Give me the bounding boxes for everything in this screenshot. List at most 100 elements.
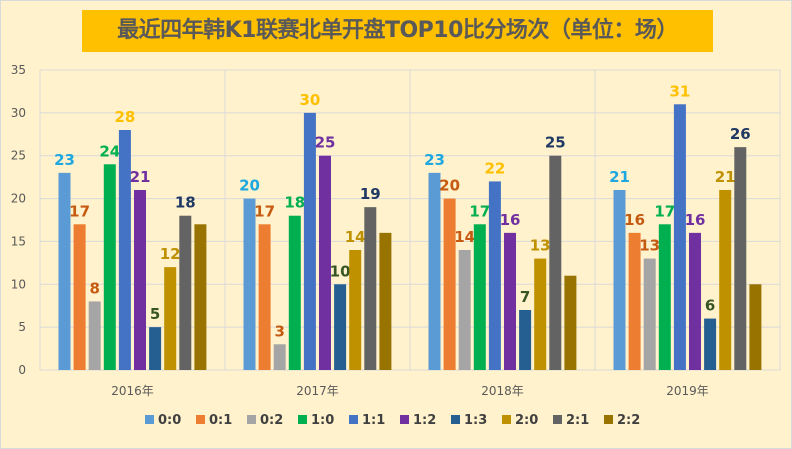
bar-1-2 — [689, 232, 701, 370]
data-label: 12 — [160, 245, 181, 263]
bar-2-1 — [364, 207, 377, 370]
bar-2-0 — [719, 190, 732, 370]
data-label: 25 — [545, 134, 566, 152]
data-label: 19 — [360, 185, 381, 203]
bar-1-3 — [704, 318, 717, 370]
bar-2-0 — [349, 250, 362, 370]
bar-1-1 — [488, 181, 501, 370]
legend-label: 0:0 — [158, 413, 181, 428]
data-label: 10 — [330, 262, 351, 280]
data-label: 21 — [715, 168, 736, 186]
bar-1-0 — [103, 164, 116, 370]
bar-1-2 — [134, 190, 146, 370]
bar-1-1 — [673, 104, 686, 371]
legend-swatch — [298, 415, 307, 424]
bar-0-2 — [88, 301, 101, 370]
chart-title: 最近四年韩K1联赛北单开盘TOP10比分场次（单位：场） — [82, 10, 713, 52]
data-label: 14 — [454, 228, 475, 246]
y-tick-label: 15 — [11, 234, 26, 248]
data-label: 8 — [89, 279, 99, 297]
x-tick-label: 2017年 — [296, 384, 339, 398]
x-tick-label: 2018年 — [481, 384, 524, 398]
bar-2-1 — [549, 155, 562, 370]
data-label: 5 — [150, 305, 160, 323]
bar-2-0 — [164, 267, 177, 370]
bar-2-2 — [564, 275, 577, 370]
bar-0-0 — [613, 190, 626, 370]
data-label: 16 — [685, 211, 706, 229]
x-tick-label: 2016年 — [111, 384, 154, 398]
legend-swatch — [349, 415, 358, 424]
bar-1-0 — [288, 215, 301, 370]
data-label: 13 — [639, 237, 660, 255]
legend-label: 0:2 — [260, 413, 283, 428]
data-label: 25 — [315, 134, 336, 152]
y-tick-label: 25 — [11, 149, 26, 163]
bar-0-0 — [243, 198, 256, 370]
bar-2-2 — [194, 224, 207, 370]
legend-label: 1:1 — [362, 413, 385, 428]
data-label: 21 — [130, 168, 151, 186]
y-tick-label: 0 — [18, 363, 26, 377]
data-label: 13 — [530, 237, 551, 255]
bar-2-1 — [734, 147, 747, 370]
data-label: 24 — [99, 142, 120, 160]
bar-1-2 — [319, 155, 331, 370]
legend-label: 1:0 — [311, 413, 334, 428]
data-label: 31 — [669, 82, 690, 100]
bar-0-2 — [458, 250, 471, 370]
bar-0-0 — [58, 172, 71, 370]
bar-2-1 — [179, 215, 192, 370]
y-tick-label: 30 — [11, 106, 26, 120]
legend-swatch — [400, 415, 409, 424]
legend-label: 1:2 — [413, 413, 436, 428]
data-label: 20 — [439, 177, 460, 195]
data-label: 23 — [424, 151, 445, 169]
bar-0-1 — [443, 198, 456, 370]
data-label: 18 — [284, 194, 305, 212]
bar-1-1 — [303, 112, 316, 370]
bar-0-0 — [428, 172, 441, 370]
legend-label: 0:1 — [209, 413, 232, 428]
data-label: 16 — [624, 211, 645, 229]
data-label: 17 — [469, 202, 490, 220]
data-label: 6 — [705, 297, 715, 315]
bar-0-1 — [73, 224, 86, 370]
data-label: 28 — [114, 108, 135, 126]
data-label: 17 — [69, 202, 90, 220]
legend-swatch — [502, 415, 511, 424]
legend-swatch — [451, 415, 460, 424]
data-label: 17 — [254, 202, 275, 220]
data-label: 14 — [345, 228, 366, 246]
data-label: 20 — [239, 177, 260, 195]
bar-1-3 — [149, 327, 162, 370]
data-label: 26 — [730, 125, 751, 143]
legend-label: 1:3 — [464, 413, 487, 428]
bar-1-1 — [118, 130, 131, 370]
data-label: 7 — [520, 288, 530, 306]
legend-label: 2:0 — [515, 413, 538, 428]
y-tick-label: 10 — [11, 277, 26, 291]
bar-2-0 — [534, 258, 547, 370]
bar-1-3 — [519, 310, 532, 370]
legend-label: 2:2 — [617, 413, 640, 428]
y-tick-label: 35 — [11, 63, 26, 77]
legend-swatch — [247, 415, 256, 424]
bar-0-2 — [643, 258, 656, 370]
data-label: 22 — [484, 159, 505, 177]
data-label: 30 — [299, 91, 320, 109]
data-label: 3 — [274, 322, 284, 340]
data-label: 23 — [54, 151, 75, 169]
bar-1-0 — [658, 224, 671, 370]
data-label: 16 — [500, 211, 521, 229]
data-label: 21 — [609, 168, 630, 186]
bar-0-1 — [628, 232, 641, 370]
bar-1-3 — [334, 284, 347, 370]
y-tick-label: 5 — [18, 320, 26, 334]
bar-2-2 — [379, 232, 392, 370]
y-tick-label: 20 — [11, 192, 26, 206]
legend-label: 2:1 — [566, 413, 589, 428]
legend-swatch — [604, 415, 613, 424]
legend-swatch — [553, 415, 562, 424]
